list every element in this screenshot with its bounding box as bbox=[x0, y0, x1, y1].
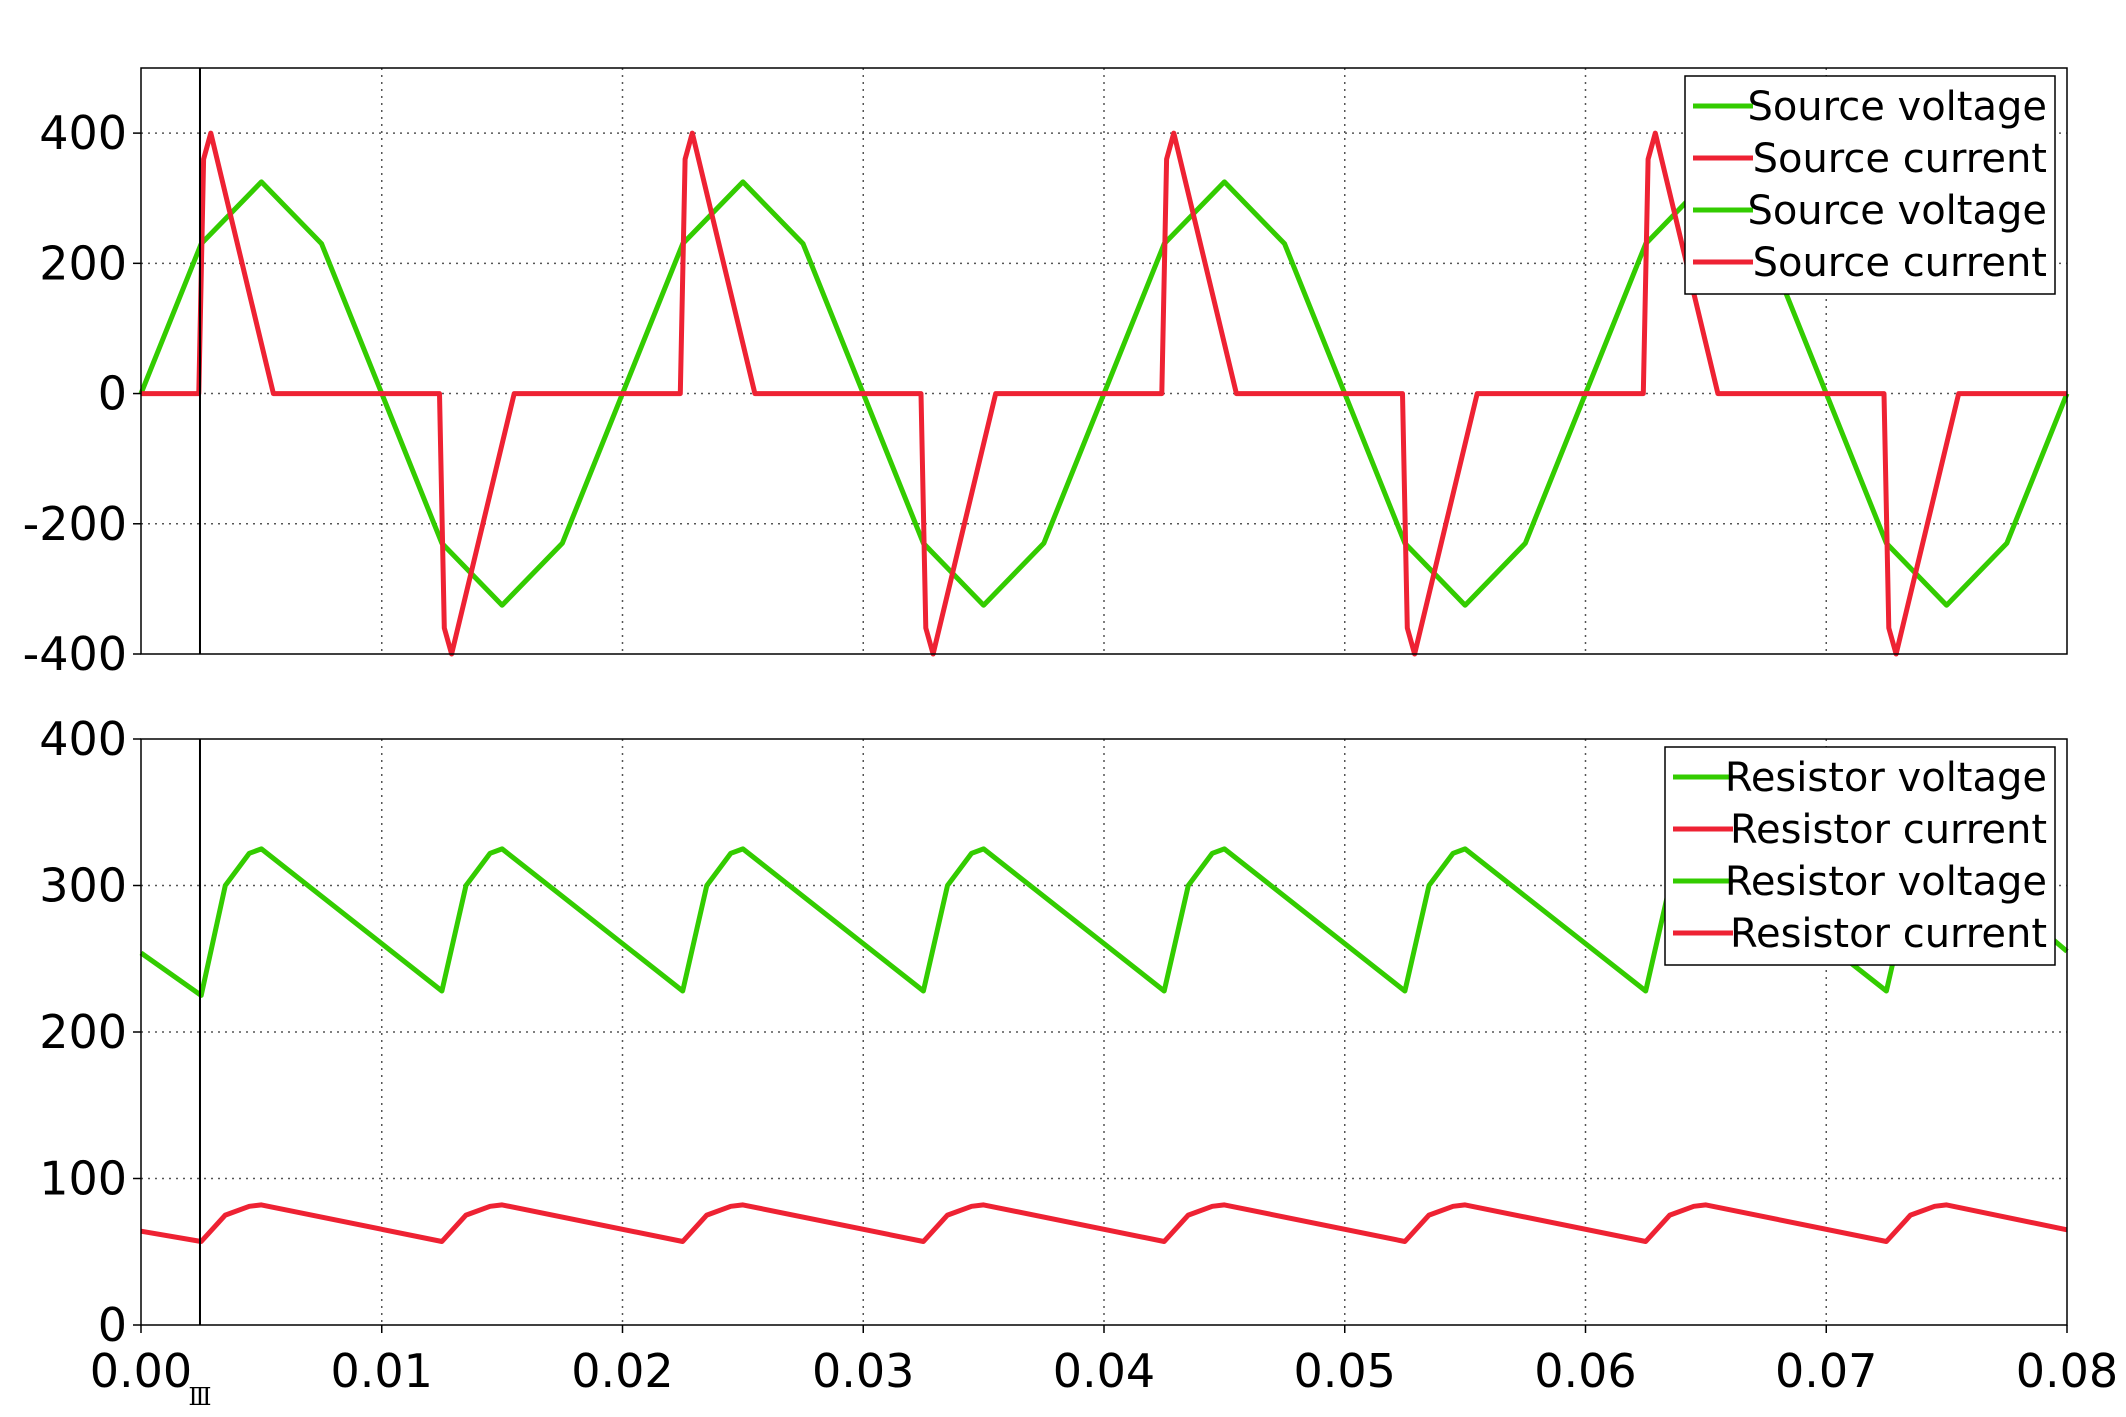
y-tick-label: -400 bbox=[23, 627, 127, 681]
y-tick-label: 0 bbox=[98, 367, 127, 421]
y-tick-label: 100 bbox=[39, 1152, 127, 1206]
x-tick-label: 0.00 bbox=[90, 1344, 192, 1398]
y-tick-label: 300 bbox=[39, 859, 127, 913]
legend-entry: Resistor voltage bbox=[1725, 755, 2047, 801]
source-plot-panel: 400 200 0 -200 -400 Source voltage Source curr… bbox=[23, 67, 2070, 681]
x-tick-label: 0.07 bbox=[1775, 1344, 1877, 1398]
y-tick-label: 400 bbox=[39, 106, 127, 160]
legend: Source voltage Source current Source volta… bbox=[1684, 75, 2056, 295]
legend-entry: Source current bbox=[1753, 240, 2047, 286]
x-tick-label: 0.04 bbox=[1053, 1344, 1155, 1398]
legend-entry: Resistor current bbox=[1730, 911, 2047, 957]
legend-entry: Source voltage bbox=[1747, 84, 2047, 130]
resistor-plot-panel: 400 300 200 100 00.00 0.01 0.02 0.03 0.04 0.05 0.0… bbox=[39, 712, 2118, 1398]
cursor-marker-label: Ⅲ bbox=[188, 1383, 211, 1411]
legend: Resistor voltage Resistor current Resistor… bbox=[1664, 746, 2056, 966]
y-tick-label: 200 bbox=[39, 236, 127, 290]
x-tick-label: 0.08 bbox=[2016, 1344, 2118, 1398]
x-tick-label: 0.01 bbox=[331, 1344, 433, 1398]
x-tick-label: 0.06 bbox=[1534, 1344, 1636, 1398]
legend-entry: Source voltage bbox=[1747, 188, 2047, 234]
legend-entry: Resistor voltage bbox=[1725, 859, 2047, 905]
legend-box bbox=[1684, 75, 2056, 295]
y-tick-label: 400 bbox=[39, 712, 127, 766]
legend-entry: Resistor current bbox=[1730, 807, 2047, 853]
x-tick-label: 0.03 bbox=[812, 1344, 914, 1398]
legend-entry: Source current bbox=[1753, 136, 2047, 182]
legend-box bbox=[1664, 746, 2056, 966]
y-tick-label: -200 bbox=[23, 497, 127, 551]
series-line-resistor-current bbox=[140, 1202, 2068, 1244]
y-tick-label: 200 bbox=[39, 1005, 127, 1059]
y-tick-label: 0 bbox=[98, 1298, 127, 1352]
x-tick-label: 0.05 bbox=[1294, 1344, 1396, 1398]
x-tick-label: 0.02 bbox=[571, 1344, 673, 1398]
plot-frame bbox=[140, 67, 2068, 655]
